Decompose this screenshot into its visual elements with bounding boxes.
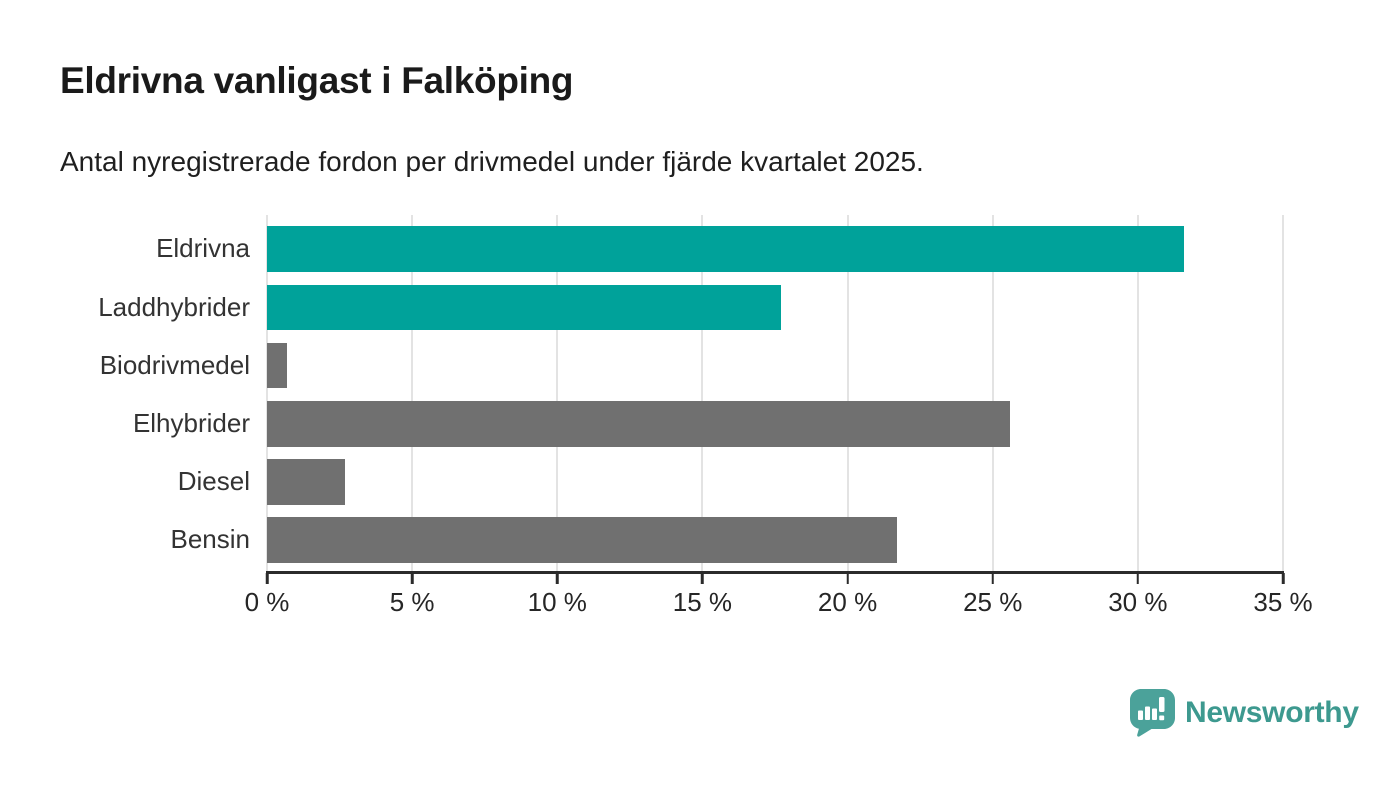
x-axis-tick-25 [991,573,994,584]
brand-footer: Newsworthy [1130,689,1359,737]
x-axis-tick-30 [1136,573,1140,584]
x-axis-tick-20 [846,573,849,584]
x-axis-tick-0 [265,573,269,584]
bar-elhybrider [267,401,1011,447]
x-axis-tick-label: 15 % [672,587,733,617]
x-axis-tick-10 [556,573,559,584]
category-label: Laddhybrider [98,291,250,322]
brand-name: Newsworthy [1185,696,1359,729]
gridline-20 [846,215,849,571]
gridline-10 [556,215,559,571]
x-axis-line [266,571,1284,574]
chart-subtitle: Antal nyregistrerade fordon per drivmede… [60,146,924,177]
gridline-30 [1136,215,1139,571]
category-label: Diesel [177,466,250,497]
bar-diesel [267,459,346,505]
category-label: Eldrivna [156,233,250,264]
chart-title: Eldrivna vanligast i Falköping [60,60,574,101]
bar-biodrivmedel [267,342,288,389]
bar-chart: Eldrivna Laddhybrider Biodrivmedel Elhybrid… [0,215,1400,645]
category-axis: Eldrivna Laddhybrider Biodrivmedel Elhybrid… [0,215,250,575]
plot-area: 0 % 5 % 10 % 15 % 20 % 25 % 30 % 35 % [245,215,1313,617]
gridline-25 [991,215,994,571]
x-axis-tick-35 [1281,573,1285,584]
bar-bensin [267,517,897,563]
x-axis-tick-label: 10 % [527,587,587,617]
x-axis-tick-label: 30 % [1108,587,1168,617]
category-label: Biodrivmedel [99,349,250,380]
gridline-35 [1282,215,1284,571]
category-label: Elhybrider [132,408,250,438]
newsworthy-logo-icon [1130,689,1175,737]
x-axis-tick-label: 0 % [244,587,290,617]
bar-laddhybrider [267,284,781,331]
x-axis-tick-15 [701,573,704,584]
x-axis-tick-label: 20 % [817,587,878,617]
x-axis-tick-label: 5 % [389,587,435,617]
gridline-15 [701,215,704,571]
x-axis-tick-label: 35 % [1253,587,1313,617]
gridline-0 [266,215,268,571]
category-label: Bensin [170,524,251,555]
bar-eldrivna [267,226,1185,272]
x-axis-tick-5 [410,573,414,584]
gridline-5 [411,215,414,571]
x-axis-tick-label: 25 % [963,587,1023,617]
